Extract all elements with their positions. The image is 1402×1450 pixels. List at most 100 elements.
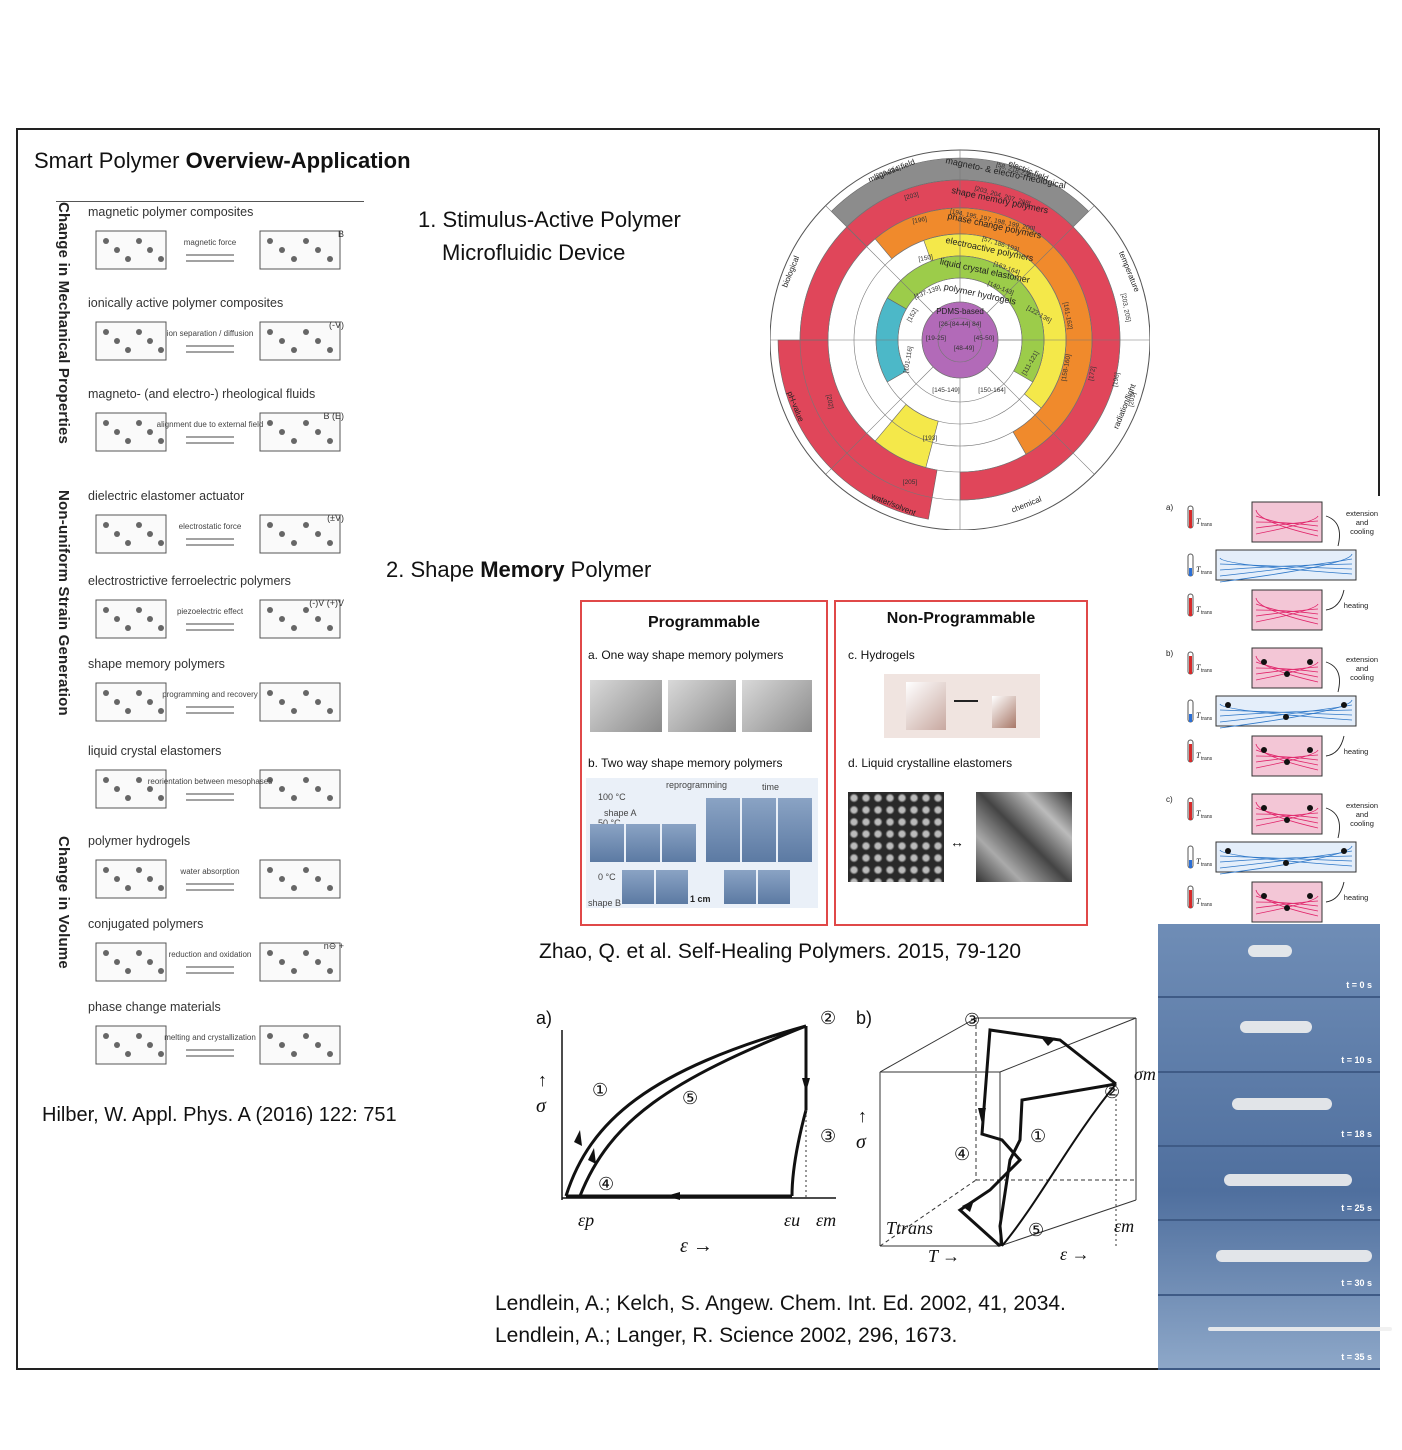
particle-dot [136, 950, 142, 956]
section2-bold: Memory [480, 557, 565, 582]
hydrogel-swollen [906, 682, 946, 730]
thermometer-fill [1189, 890, 1192, 908]
particle-dot [125, 438, 131, 444]
temp-50-label: 50 °C [598, 818, 621, 828]
seq-photo-1 [590, 824, 624, 862]
strip-time-label: t = 18 s [1341, 1128, 1372, 1139]
arrow-head [978, 1108, 986, 1124]
wheel-ref: [161-162] [1062, 302, 1074, 330]
polymer-chain [1219, 855, 1353, 863]
particle-dot [147, 429, 153, 435]
particle-dot [103, 420, 109, 426]
title-prefix: Smart Polymer [34, 148, 186, 173]
extension-label: extension [1346, 509, 1378, 518]
particle-dot [147, 616, 153, 622]
polymer-chain [1219, 558, 1353, 577]
cube-edge [879, 1017, 977, 1073]
particle-dot [279, 786, 285, 792]
particle-dot [114, 959, 120, 965]
particle-dot [147, 1042, 153, 1048]
mech-arrow-label: alignment due to external field [157, 420, 264, 429]
state-after-box [259, 230, 341, 270]
state-after-box [259, 682, 341, 722]
seq-photo-10 [758, 870, 790, 904]
programmable-title: Programmable [647, 614, 761, 631]
particle-dot [158, 256, 164, 262]
particle-dot [315, 338, 321, 344]
mech-item-sketch: reorientation between mesophases [95, 769, 341, 809]
polymer-chain [1219, 699, 1353, 729]
title-bold: Overview-Application [185, 148, 411, 173]
particle-dot [125, 625, 131, 631]
particle-dot [114, 338, 120, 344]
particle-dot [279, 338, 285, 344]
particle-dot [315, 1042, 321, 1048]
particle-dot [103, 690, 109, 696]
mech-extra-label: (-V) [329, 320, 344, 330]
particle-dot [279, 1042, 285, 1048]
panel-b-label: σm [1134, 1064, 1156, 1084]
polymer-chain [1255, 901, 1319, 907]
particle-dot [303, 867, 309, 873]
crosslink-dot [1284, 905, 1290, 911]
crosslink-dot [1307, 747, 1313, 753]
polymer-chain [1219, 845, 1353, 875]
wheel-spoke [986, 205, 1095, 314]
panel-a-tick: εp [578, 1210, 594, 1230]
mech-arrow-label: reduction and oxidation [169, 950, 252, 959]
particle-dot [327, 347, 333, 353]
mech-item-sketch: magnetic force B [95, 229, 344, 270]
panel-a-ylabel: σ [536, 1095, 547, 1117]
strip-frame: t = 30 s [1158, 1221, 1380, 1296]
particle-dot [315, 959, 321, 965]
polymer-chain [1219, 563, 1353, 570]
panel-a-yarrow: ↑ [538, 1070, 547, 1090]
mech-item-name: ionically active polymer composites [88, 296, 284, 310]
thermometer-fill [1189, 510, 1192, 528]
mech-item-sketch: melting and crystallization [95, 1025, 341, 1065]
particle-dot [267, 522, 273, 528]
particle-dot [125, 540, 131, 546]
particle-dot [125, 1051, 131, 1057]
wheel-ref: [203] [904, 191, 920, 202]
mech-item-name: shape memory polymers [88, 657, 225, 671]
strip-time-label: t = 25 s [1341, 1203, 1372, 1214]
particle-dot [327, 625, 333, 631]
state-after-box [259, 514, 341, 554]
temp-label: T [1196, 663, 1201, 672]
mech-item-sketch: electrostatic force (±V) [95, 513, 344, 554]
seq-photo-4 [706, 798, 740, 862]
polymer-chain [1255, 754, 1319, 763]
state-after-box [259, 321, 341, 361]
crosslink-dot [1341, 702, 1347, 708]
strip-sample [1240, 1021, 1312, 1034]
panel-b-label: T → [928, 1246, 960, 1266]
particle-dot [125, 968, 131, 974]
crosslink-dot [1225, 702, 1231, 708]
two-way-sequence: reprogramming time shape A 100 °C 50 °C … [586, 778, 818, 908]
particle-dot [291, 540, 297, 546]
thermometer-fill [1189, 802, 1192, 820]
row-tag: b) [1166, 649, 1173, 658]
thermometer-fill [1189, 656, 1192, 674]
cube-edge [999, 1199, 1137, 1247]
mech-arrow-label: reorientation between mesophases [148, 777, 273, 786]
particle-dot [291, 968, 297, 974]
non-programmable-panel: Non-Programmable c. Hydrogels d. Liquid … [834, 600, 1088, 926]
temp-0-label: 0 °C [598, 872, 616, 882]
particle-dot [158, 1051, 164, 1057]
mech-extra-label: B [338, 229, 344, 239]
particle-dot [114, 247, 120, 253]
particle-dot [291, 625, 297, 631]
particle-dot [315, 786, 321, 792]
particle-dot [158, 347, 164, 353]
mech-item-sketch: piezoelectric effect (-)V (+)V [95, 598, 344, 639]
state-before-box [95, 682, 167, 722]
mech-item-sketch: programming and recovery [95, 682, 341, 722]
ring-name: PDMS-based [936, 307, 984, 316]
particle-dot [103, 777, 109, 783]
time-label: time [762, 782, 780, 792]
thermometer-fill [1189, 744, 1192, 762]
wheel-ref: [26-[84-44] 84] [939, 321, 981, 328]
